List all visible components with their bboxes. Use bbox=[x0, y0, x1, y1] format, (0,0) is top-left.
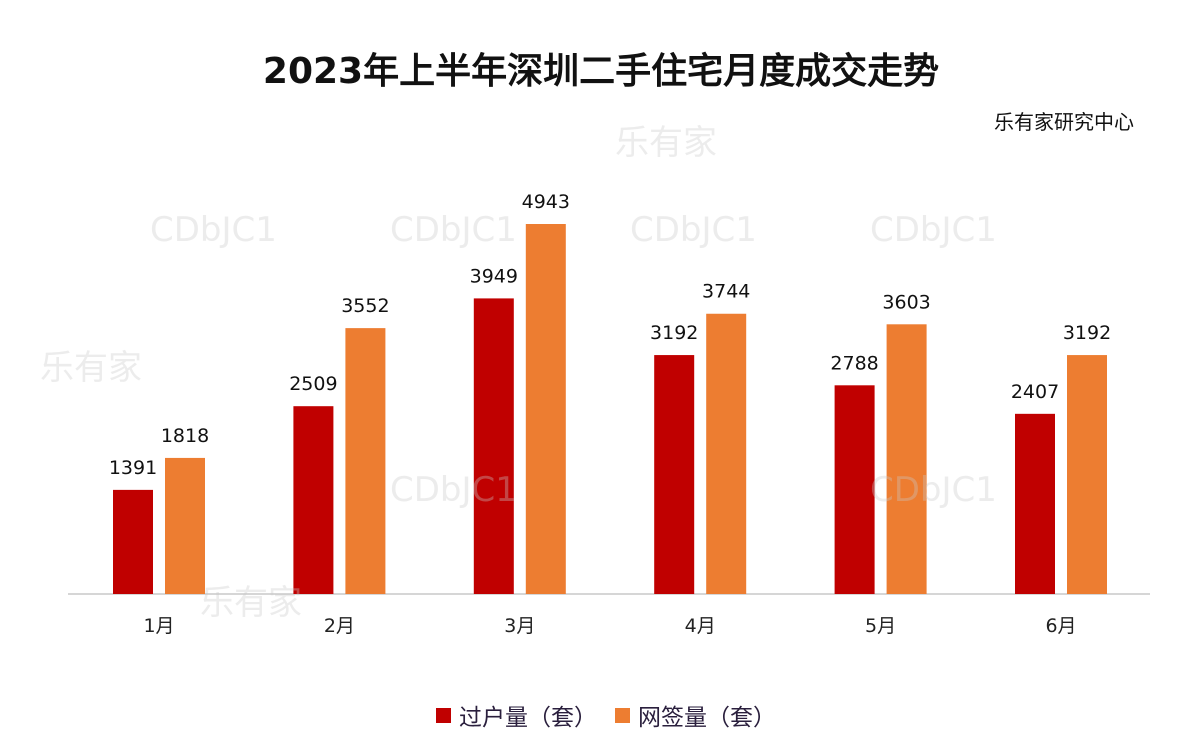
data-label: 3949 bbox=[470, 265, 518, 287]
data-label: 4943 bbox=[522, 191, 570, 213]
data-label: 3603 bbox=[882, 291, 930, 313]
bar-transfer bbox=[834, 385, 875, 594]
bar-transfer bbox=[113, 489, 153, 594]
bar-signed bbox=[525, 224, 566, 594]
chart-source: 乐有家研究中心 bbox=[994, 110, 1134, 134]
data-label: 2788 bbox=[830, 352, 878, 374]
x-tick-label: 6月 bbox=[1045, 615, 1076, 637]
bar-signed bbox=[706, 313, 747, 594]
data-label: 2509 bbox=[289, 373, 337, 395]
bar-signed bbox=[1067, 355, 1107, 594]
legend-item-signed: 网签量（套） bbox=[615, 698, 776, 732]
bar-transfer bbox=[473, 298, 514, 594]
data-label: 1818 bbox=[161, 425, 209, 447]
chart-title: 2023年上半年深圳二手住宅月度成交走势 bbox=[262, 51, 940, 92]
legend-label-transfer: 过户量（套） bbox=[459, 705, 597, 731]
data-label: 1391 bbox=[109, 457, 157, 479]
data-label: 3192 bbox=[1063, 322, 1111, 344]
bar-transfer bbox=[654, 355, 695, 594]
legend-item-transfer: 过户量（套） bbox=[436, 698, 597, 732]
bar-transfer bbox=[293, 406, 334, 594]
bar-transfer bbox=[1015, 413, 1055, 594]
legend-swatch-signed bbox=[615, 707, 630, 723]
data-label: 3192 bbox=[650, 322, 698, 344]
x-tick-label: 1月 bbox=[143, 615, 174, 637]
legend-swatch-transfer bbox=[436, 707, 451, 723]
legend: 过户量（套） 网签量（套） bbox=[436, 698, 794, 732]
bar-signed bbox=[886, 324, 927, 594]
x-tick-label: 2月 bbox=[324, 615, 355, 637]
data-label: 3552 bbox=[341, 295, 389, 317]
data-label: 2407 bbox=[1011, 381, 1059, 403]
x-tick-label: 3月 bbox=[504, 615, 535, 637]
legend-label-signed: 网签量（套） bbox=[638, 705, 776, 731]
bar-signed bbox=[345, 328, 386, 594]
bar-signed bbox=[165, 457, 205, 594]
x-tick-label: 4月 bbox=[685, 615, 716, 637]
x-tick-label: 5月 bbox=[865, 615, 896, 637]
data-label: 3744 bbox=[702, 281, 750, 303]
